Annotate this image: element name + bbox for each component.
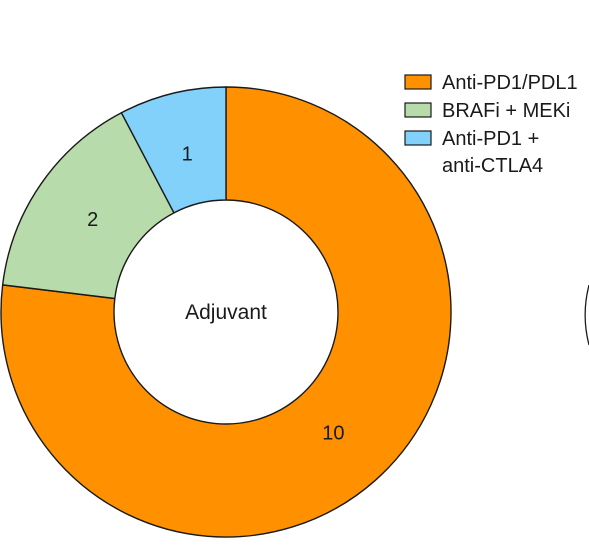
- slice-labels: 10 2 1: [87, 144, 344, 445]
- legend-swatch-anti-pd1-pdl1: [404, 74, 432, 90]
- slice-value-anti-pd1-pdl1: 10: [322, 422, 344, 444]
- legend-label-anti-pd1-anti-ctla4-line-2: anti-CTLA4: [442, 155, 543, 177]
- legend-label-anti-pd1-anti-ctla4: Anti-PD1 +: [442, 128, 539, 150]
- donut-slices: [0, 86, 452, 538]
- legend-swatch-anti-pd1-anti-ctla4: [404, 130, 432, 146]
- slice-anti-pd1-pdl1: [0, 86, 452, 538]
- center-label: Adjuvant: [185, 301, 267, 324]
- legend-label-brafi-meki: BRAFi + MEKi: [442, 100, 570, 122]
- slice-value-brafi-meki: 2: [87, 209, 98, 231]
- legend: Anti-PD1/PDL1 BRAFi + MEKi Anti-PD1 + anti-…: [404, 72, 578, 177]
- legend-label-anti-pd1-pdl1: Anti-PD1/PDL1: [442, 72, 578, 94]
- slice-value-anti-pd1-anti-ctla4: 1: [182, 144, 193, 166]
- slice-anti-pd1-anti-ctla4: [120, 86, 227, 214]
- adjacent-chart-edge: [584, 284, 589, 346]
- legend-swatch-brafi-meki: [404, 102, 432, 118]
- slice-brafi-meki: [1, 112, 175, 300]
